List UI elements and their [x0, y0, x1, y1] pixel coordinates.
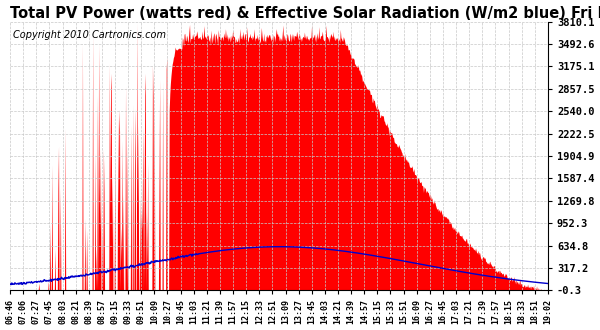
Text: Total PV Power (watts red) & Effective Solar Radiation (W/m2 blue) Fri Mar 26 19: Total PV Power (watts red) & Effective S… — [10, 6, 600, 20]
Text: Copyright 2010 Cartronics.com: Copyright 2010 Cartronics.com — [13, 30, 166, 40]
